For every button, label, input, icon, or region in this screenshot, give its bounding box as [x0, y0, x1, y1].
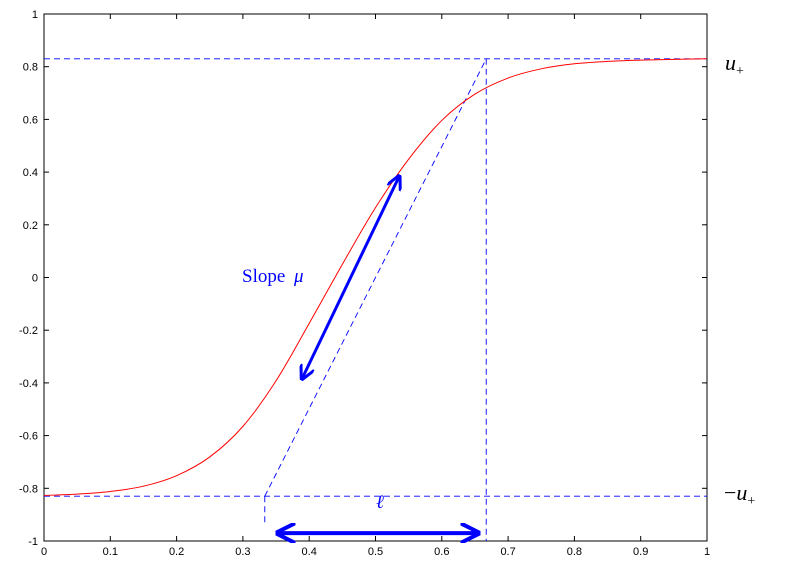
- upper-label-u: u: [725, 50, 736, 75]
- y-tick-label: 0.2: [23, 220, 38, 232]
- slope-arrow: [303, 177, 399, 377]
- x-tick-label: 0.9: [633, 546, 648, 558]
- reference-lines: [44, 58, 707, 541]
- y-tick-label: 1: [32, 9, 38, 21]
- x-tick-label: 0.5: [368, 546, 383, 558]
- x-tick-label: 1: [704, 546, 710, 558]
- upper-label-sub: +: [736, 64, 744, 79]
- lower-label-sub: +: [747, 494, 755, 509]
- annotation-arrows: [279, 177, 476, 533]
- slope-annotation: Slope μ: [242, 266, 304, 287]
- x-tick-label: 0: [41, 546, 47, 558]
- x-tick-label: 0.4: [302, 546, 317, 558]
- x-tick-label: 0.6: [434, 546, 449, 558]
- slope-label: Slope: [242, 266, 285, 287]
- width-label: ℓ: [376, 492, 384, 513]
- x-tick-label: 0.1: [103, 546, 118, 558]
- y-tick-label: -0.2: [19, 325, 38, 337]
- lower-label-u: u: [736, 480, 747, 505]
- lower-level-label: −u+: [724, 480, 755, 509]
- y-tick-label: 0.4: [23, 167, 38, 179]
- y-tick-label: -0.4: [19, 378, 38, 390]
- x-tick-label: 0.3: [235, 546, 250, 558]
- x-tick-label: 0.2: [169, 546, 184, 558]
- x-tick-label: 0.8: [567, 546, 582, 558]
- lower-label-minus: −: [724, 480, 736, 505]
- y-tick-label: -0.6: [19, 431, 38, 443]
- y-tick-label: 0.6: [23, 114, 38, 126]
- slope-symbol: μ: [293, 266, 304, 287]
- upper-level-label: u+: [725, 50, 744, 79]
- y-tick-label: -1: [28, 536, 38, 548]
- x-tick-label: 0.7: [500, 546, 515, 558]
- y-tick-label: -0.8: [19, 483, 38, 495]
- y-tick-label: 0: [32, 273, 38, 285]
- y-tick-label: 0.8: [23, 62, 38, 74]
- axis-ticks: 0 0.1 0.2 0.3 0.4 0.5 0.6 0.7 0.8 0.9 1 1 0.8 0.6 0.4 0…: [19, 9, 710, 558]
